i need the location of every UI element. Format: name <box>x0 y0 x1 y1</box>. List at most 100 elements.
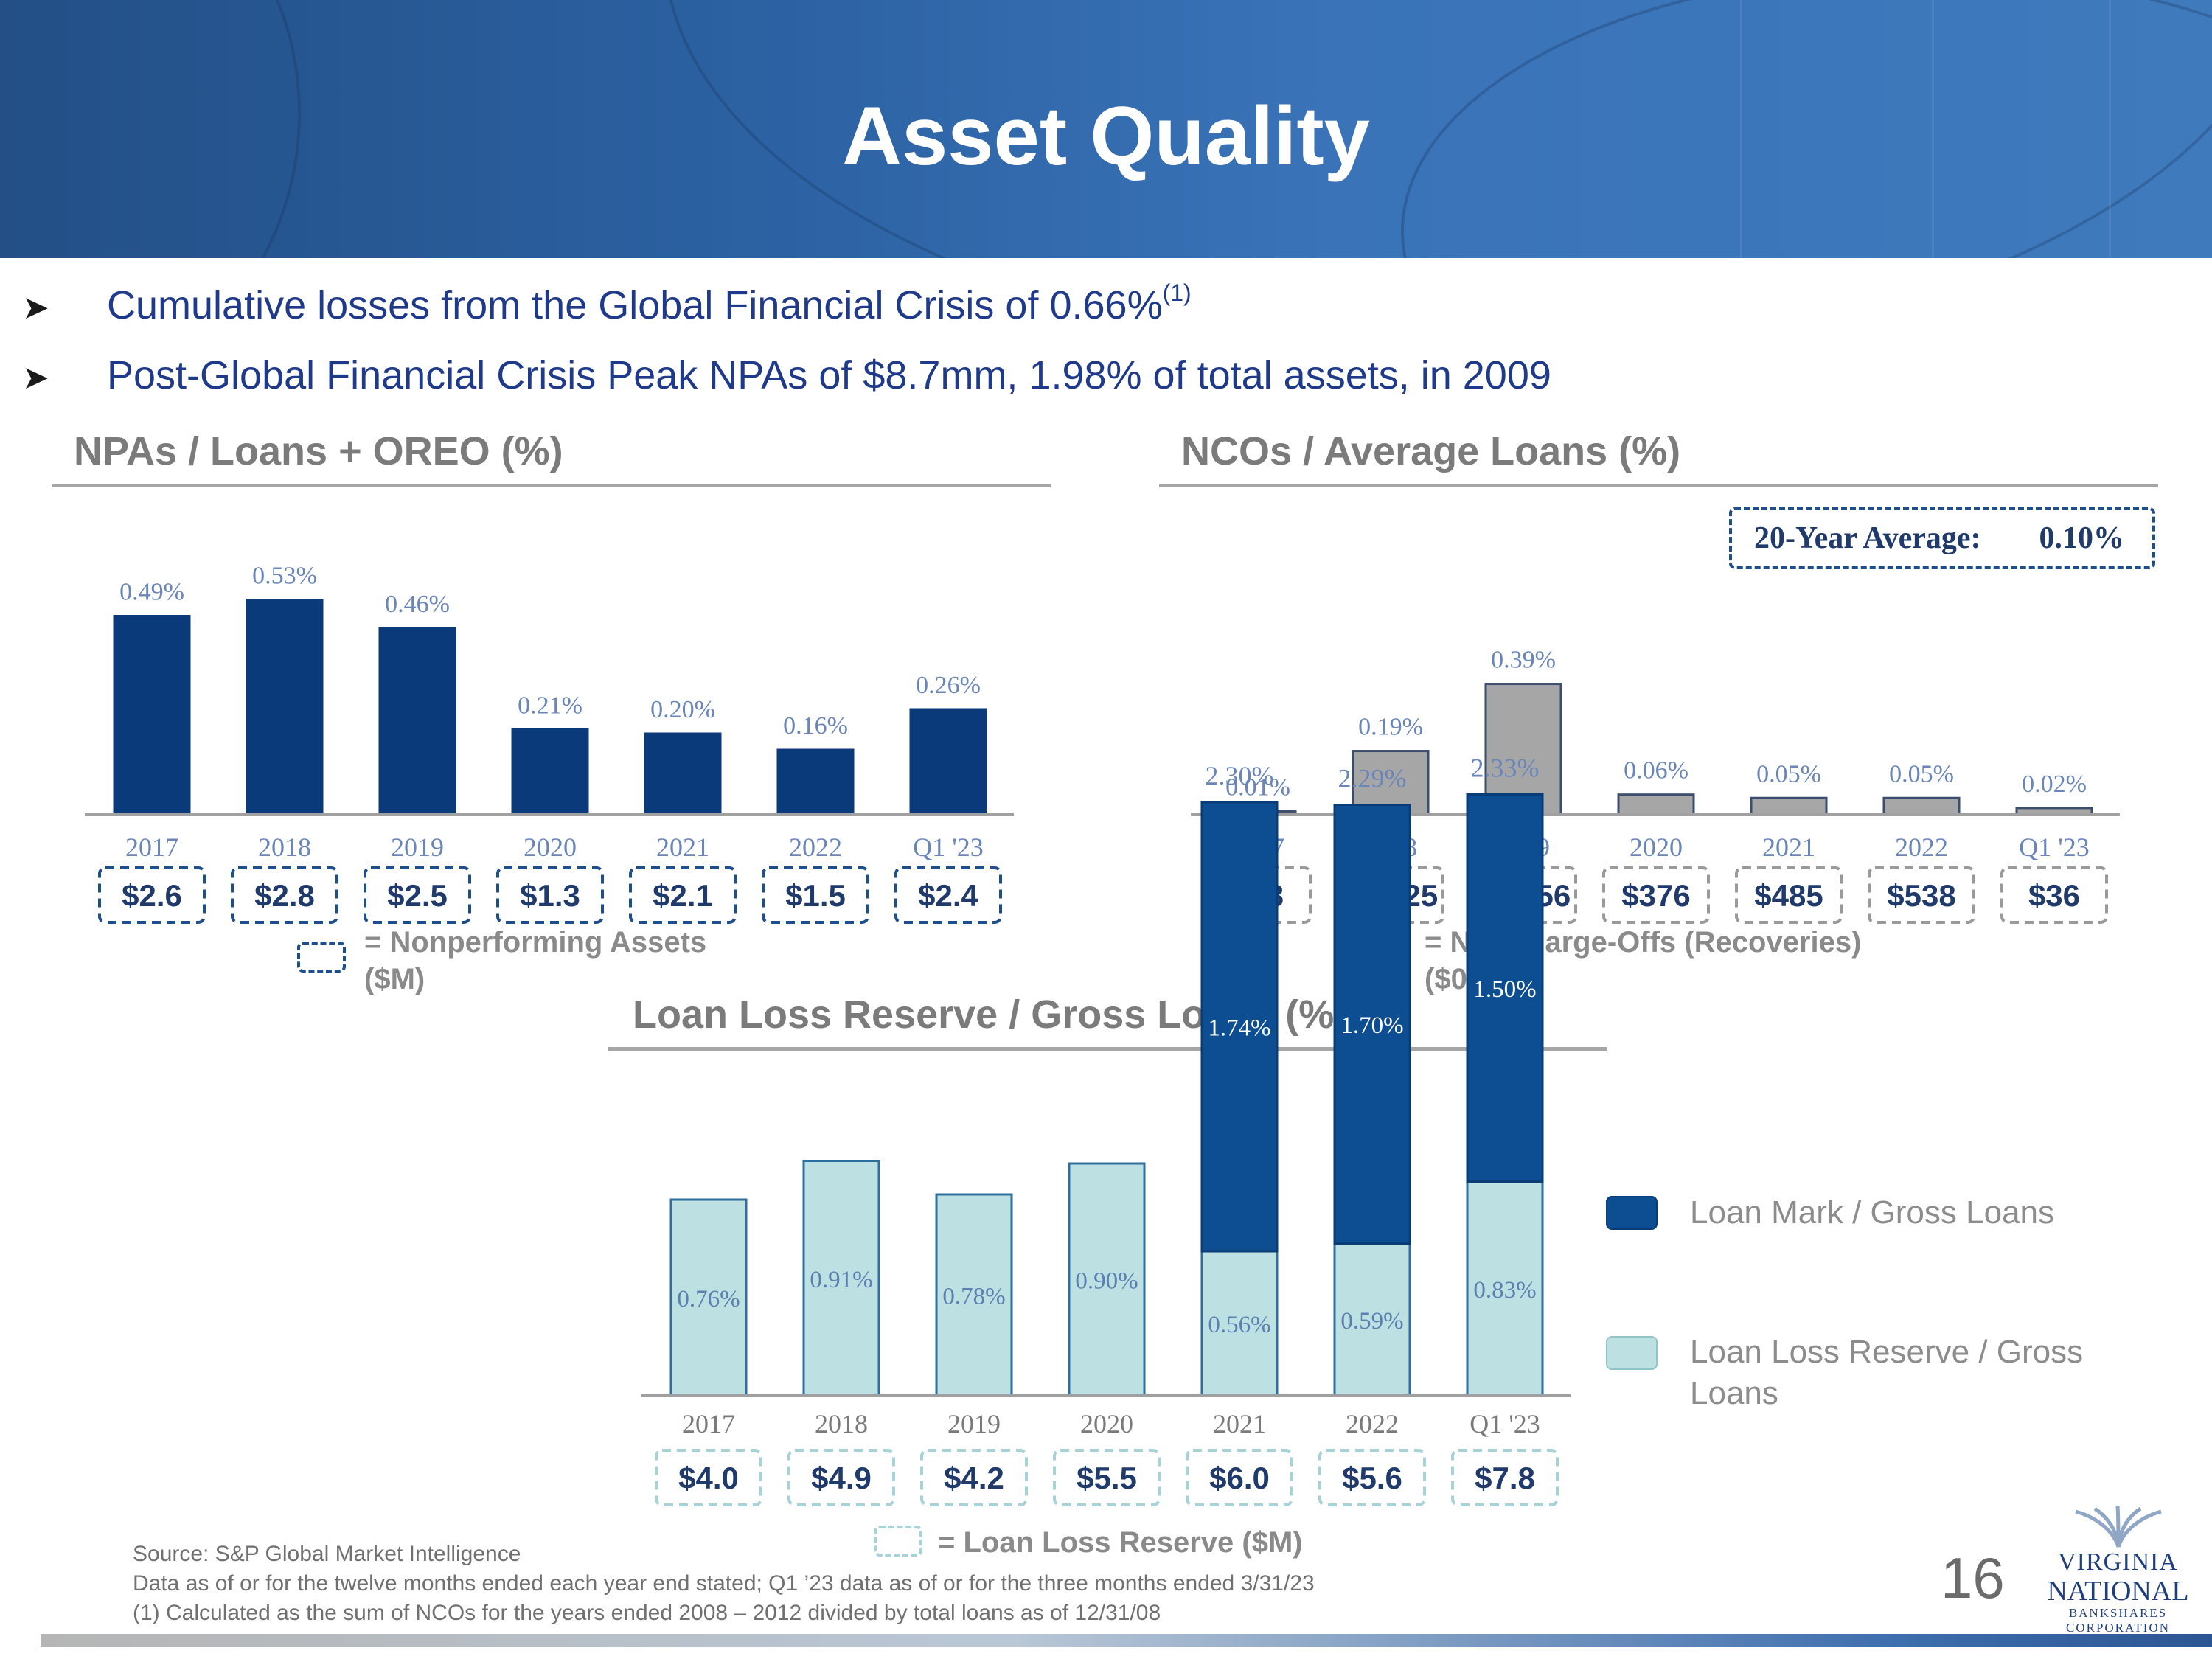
llr-amount-label: $5.6 <box>1342 1461 1402 1495</box>
npa-value-label: 0.16% <box>783 712 848 740</box>
llr-amount-label: $7.8 <box>1475 1461 1535 1495</box>
llr-amount-box <box>920 1449 1028 1506</box>
llr-category-label: 2020 <box>1080 1409 1133 1439</box>
npa-amount-box <box>364 866 471 924</box>
llr-category-label: 2021 <box>1213 1409 1266 1439</box>
npa-amount-label: $2.4 <box>918 878 978 913</box>
loan-loss-reserve-legend-swatch <box>1606 1336 1658 1370</box>
llr-reserve-label: 0.78% <box>942 1284 1005 1310</box>
nco-amount-label: $36 <box>2028 878 2080 913</box>
nco-amount-label: $376 <box>1621 878 1690 913</box>
nco-bar <box>1882 796 1961 816</box>
nco-amount-label: $538 <box>1887 878 1955 913</box>
footnote-calculation: (1) Calculated as the sum of NCOs for th… <box>133 1601 1161 1625</box>
nco-bar <box>1617 793 1695 816</box>
nco-value-label: 0.05% <box>1889 760 1954 787</box>
llr-loan-mark-bar <box>1200 801 1279 1253</box>
bullet-peak-npas: ➤ Post-Global Financial Crisis Peak NPAs … <box>22 351 1551 403</box>
llr-loan-mark-bar <box>1466 793 1544 1183</box>
npa-bar <box>644 732 722 816</box>
llr-amount-box <box>787 1449 895 1506</box>
npa-value-label: 0.46% <box>385 591 450 618</box>
npa-chart-title: NPAs / Loans + OREO (%) <box>74 429 563 473</box>
llr-amount-label: $4.0 <box>678 1461 739 1495</box>
nco-chart-title: NCOs / Average Loans (%) <box>1181 429 1681 473</box>
npa-category-label: Q1 '23 <box>913 832 983 862</box>
npa-amount-box <box>629 866 737 924</box>
llr-reserve-label: 0.90% <box>1075 1268 1138 1295</box>
npa-amount-box <box>231 866 338 924</box>
bottom-accent-bar <box>41 1634 2212 1647</box>
nco-value-label: 0.02% <box>2022 771 2087 798</box>
npa-legend-line2: ($M) <box>364 963 425 995</box>
twenty-year-average-box: 20-Year Average: 0.10% <box>1729 507 2155 569</box>
npa-amount-box <box>894 866 1002 924</box>
npa-amount-label: $2.1 <box>653 878 713 913</box>
llr-category-label: 2019 <box>947 1409 1001 1439</box>
llr-amount-box <box>1451 1449 1559 1506</box>
llr-total-label: 2.30% <box>1206 761 1274 790</box>
average-value: 0.10% <box>2039 521 2125 555</box>
llr-category-label: 2017 <box>682 1409 735 1439</box>
npa-amount-label: $1.5 <box>785 878 846 913</box>
nco-value-label: 0.39% <box>1491 647 1556 674</box>
nco-value-label: 0.19% <box>1358 714 1423 741</box>
llr-loan-mark-label: 1.70% <box>1340 1012 1403 1039</box>
llr-category-label: Q1 '23 <box>1470 1409 1540 1439</box>
nco-category-label: 2021 <box>1762 832 1815 862</box>
npa-bar <box>378 627 456 816</box>
npa-amount-label: $2.6 <box>122 878 182 913</box>
nco-value-label: 0.01% <box>1225 773 1290 801</box>
loan-mark-legend-swatch <box>1606 1196 1658 1230</box>
llr-amount-box <box>655 1449 762 1506</box>
npa-amount-box <box>496 866 604 924</box>
npa-amount-label: $2.5 <box>387 878 448 913</box>
llr-reserve-bar <box>669 1198 748 1397</box>
npa-value-label: 0.49% <box>119 579 184 606</box>
npa-title-rule <box>52 484 1051 487</box>
npa-category-label: 2020 <box>524 832 577 862</box>
nco-amount-label: $485 <box>1754 878 1823 913</box>
nco-category-label: 2020 <box>1630 832 1683 862</box>
footnote-data-note: Data as of or for the twelve months ende… <box>133 1571 1315 1596</box>
nco-amount-box <box>1602 866 1710 924</box>
npa-value-label: 0.20% <box>650 696 715 723</box>
llr-amount-box <box>1318 1449 1426 1506</box>
wheat-logo-icon <box>2075 1505 2162 1548</box>
llr-total-label: 2.33% <box>1471 754 1540 783</box>
npa-value-label: 0.26% <box>916 672 981 699</box>
logo-line-virginia: VIRGINIA <box>2058 1548 2178 1576</box>
npa-bar <box>113 615 191 816</box>
bullet-gfc-losses: ➤ Cumulative losses from the Global Finan… <box>22 281 1192 333</box>
npa-category-label: 2018 <box>258 832 311 862</box>
npa-category-label: 2021 <box>656 832 709 862</box>
llr-reserve-label: 0.91% <box>810 1267 872 1293</box>
llr-loan-mark-label: 1.74% <box>1208 1015 1270 1042</box>
npa-bar <box>776 748 855 816</box>
llr-reserve-bar <box>802 1160 880 1397</box>
llr-legend-swatch <box>874 1526 922 1557</box>
npa-amount-box <box>762 866 869 924</box>
npa-category-label: 2019 <box>391 832 444 862</box>
nco-amount-box <box>1868 866 1975 924</box>
npa-legend-line1: = Nonperforming Assets <box>364 926 707 959</box>
nco-bar <box>1750 796 1828 816</box>
llr-loan-mark-bar <box>1333 804 1411 1245</box>
arrow-bullet-icon: ➤ <box>22 359 49 397</box>
npa-bar <box>246 599 324 816</box>
npa-value-label: 0.21% <box>518 692 582 720</box>
llr-reserve-label: 0.56% <box>1208 1312 1270 1338</box>
logo-line-corporation: CORPORATION <box>2065 1621 2171 1635</box>
llr-amount-label: $6.0 <box>1209 1461 1270 1495</box>
llr-reserve-label: 0.76% <box>677 1286 740 1312</box>
llr-amount-label: $5.5 <box>1077 1461 1137 1495</box>
nco-amount-box <box>2000 866 2108 924</box>
npa-value-label: 0.53% <box>252 563 317 590</box>
page-title: Asset Quality <box>842 90 1370 182</box>
npa-amount-box <box>98 866 206 924</box>
llr-category-label: 2022 <box>1346 1409 1399 1439</box>
nco-category-label: Q1 '23 <box>2019 832 2089 862</box>
nco-bar <box>1484 683 1562 816</box>
npa-bar <box>511 728 589 816</box>
page-number: 16 <box>1941 1545 2005 1610</box>
